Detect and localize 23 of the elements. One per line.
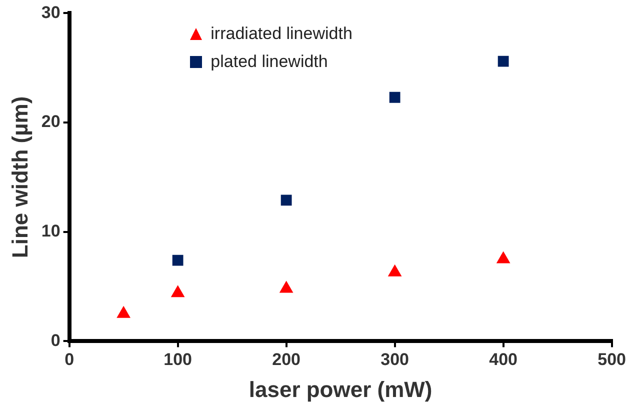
x-tick-label: 100	[164, 350, 192, 370]
legend-label: plated linewidth	[210, 50, 328, 73]
x-tick-label: 500	[598, 350, 626, 370]
point	[496, 252, 510, 264]
x-tick-label: 0	[64, 350, 74, 370]
point	[171, 286, 184, 298]
y-tick-label: 10	[41, 222, 60, 241]
point	[498, 56, 509, 67]
x-tick-label: 400	[489, 350, 518, 370]
x-tick-label: 200	[272, 350, 300, 370]
y-axis-title: Line width (µm)	[7, 96, 32, 258]
legend-label: irradiated linewidth	[210, 22, 352, 45]
point	[117, 306, 130, 318]
point	[172, 254, 184, 266]
y-tick-label: 20	[41, 112, 60, 132]
x-tick-label: 300	[380, 350, 409, 370]
point	[280, 194, 292, 206]
point	[388, 264, 402, 276]
point	[280, 281, 293, 293]
x-axis-title: laser power (mW)	[248, 376, 432, 402]
point	[389, 92, 400, 103]
y-tick-label: 30	[41, 2, 60, 22]
y-tick-label: 0	[50, 330, 60, 350]
